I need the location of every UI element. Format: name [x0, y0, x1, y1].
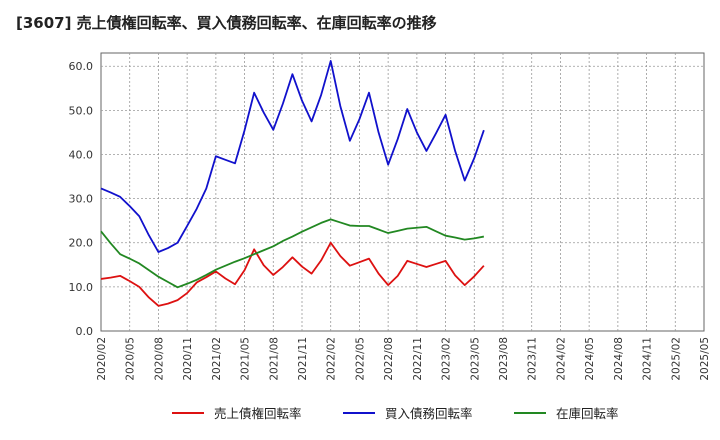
x-tick-label: 2023/05	[469, 337, 481, 381]
x-tick-label: 2023/11	[527, 337, 539, 381]
y-tick-label: 50.0	[69, 104, 94, 117]
x-tick-label: 2023/02	[441, 337, 453, 381]
x-tick-label: 2020/11	[182, 337, 194, 381]
y-tick-label: 0.0	[76, 325, 94, 338]
y-tick-label: 60.0	[69, 60, 94, 73]
x-tick-label: 2022/11	[412, 337, 424, 381]
x-tick-label: 2023/08	[498, 337, 510, 381]
x-tick-label: 2024/11	[642, 337, 654, 381]
x-tick-label: 2021/02	[211, 337, 223, 381]
x-tick-label: 2025/05	[699, 337, 711, 381]
legend-label-2: 買入債務回転率	[385, 406, 473, 421]
x-tick-label: 2021/11	[297, 337, 309, 381]
x-tick-label: 2022/08	[383, 337, 395, 381]
series-line-3	[100, 218, 485, 289]
x-tick-label: 2024/08	[613, 337, 625, 381]
x-tick-label: 2024/02	[555, 337, 567, 381]
x-tick-label: 2020/08	[153, 337, 165, 381]
legend-label-1: 売上債権回転率	[214, 406, 302, 421]
x-tick-label: 2021/05	[240, 337, 252, 381]
y-tick-label: 30.0	[69, 193, 94, 206]
y-tick-label: 10.0	[69, 281, 94, 294]
y-tick-label: 40.0	[69, 148, 94, 161]
legend-label-3: 在庫回転率	[556, 406, 619, 421]
x-tick-label: 2022/02	[326, 337, 338, 381]
chart-title: [3607] 売上債権回転率、買入債務回転率、在庫回転率の推移	[16, 14, 437, 32]
x-tick-label: 2024/05	[584, 337, 596, 381]
x-tick-label: 2022/05	[354, 337, 366, 381]
plot-area	[100, 52, 705, 332]
series-line-2	[100, 60, 485, 253]
series-line-1	[100, 241, 485, 307]
x-tick-label: 2020/05	[125, 337, 137, 381]
x-tick-label: 2021/08	[268, 337, 280, 381]
x-tick-label: 2020/02	[96, 337, 108, 381]
x-tick-label: 2025/02	[670, 337, 682, 381]
y-tick-label: 20.0	[69, 237, 94, 250]
